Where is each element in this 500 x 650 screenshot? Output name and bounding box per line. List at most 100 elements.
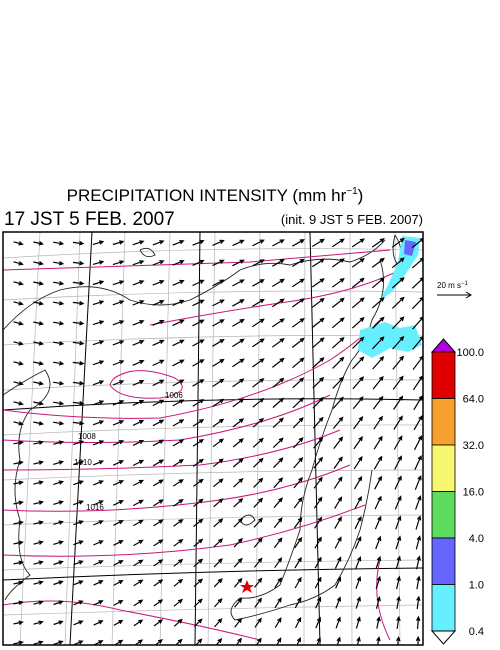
wind-arrow: [252, 457, 264, 468]
precipitation: [358, 236, 422, 358]
wind-legend-label: 20 m s−1: [437, 281, 469, 290]
wind-arrow: [192, 299, 205, 307]
wind-arrow: [113, 520, 124, 526]
wind-arrow: [232, 358, 245, 368]
wind-arrow: [112, 400, 125, 406]
wind-arrow: [73, 500, 84, 506]
wind-arrow: [72, 340, 85, 346]
wind-arrow: [391, 237, 405, 248]
wind-arrow: [72, 260, 85, 266]
wind-arrow: [333, 476, 343, 489]
wind-arrow: [172, 299, 185, 306]
wind-arrow: [132, 479, 145, 487]
wind-legend-arrowhead: [465, 291, 472, 299]
wind-arrow: [354, 535, 362, 550]
wind-arrow: [152, 379, 165, 387]
wind-arrow: [33, 620, 44, 625]
wind-arrow: [413, 434, 423, 451]
wind-arrow: [13, 361, 24, 366]
wind-arrow: [392, 316, 405, 330]
wind-arrow: [252, 397, 265, 408]
wind-arrow: [232, 279, 245, 287]
wind-arrow: [415, 535, 422, 550]
wind-arrow: [193, 578, 204, 588]
wind-arrow: [351, 238, 365, 248]
wind-arrow: [271, 318, 285, 328]
wind-arrow: [172, 319, 185, 327]
wind-arrow: [92, 300, 105, 306]
wind-arrow: [33, 361, 45, 366]
wind-arrow: [331, 277, 345, 288]
wind-arrow: [132, 240, 145, 246]
wind-arrow: [215, 638, 223, 645]
wind-arrow: [172, 399, 185, 407]
wind-arrow: [133, 559, 144, 567]
wind-arrow: [13, 421, 24, 426]
wind-arrow: [73, 640, 84, 645]
wind-arrow: [395, 515, 402, 530]
wind-arrow: [271, 337, 285, 348]
wind-arrow: [415, 635, 421, 645]
wind-arrow: [292, 357, 305, 369]
wind-arrow: [172, 339, 185, 347]
wind-arrow: [413, 395, 423, 411]
wind-arrow: [192, 399, 205, 407]
wind-arrow: [173, 618, 183, 627]
wind-arrow: [233, 557, 243, 568]
wind-arrow: [212, 239, 225, 246]
wind-arrow: [92, 280, 105, 286]
wind-arrow: [133, 539, 144, 547]
wind-arrow: [93, 540, 104, 546]
wind-arrow: [193, 518, 204, 527]
wind-arrow: [13, 540, 24, 545]
wind-arrow: [371, 316, 385, 329]
wind-arrow: [294, 596, 302, 609]
wind-arrow: [53, 480, 65, 485]
wind-arrow: [294, 536, 303, 549]
wind-arrow: [252, 279, 265, 287]
wind-arrow: [13, 261, 24, 266]
wind-arrow: [153, 539, 164, 547]
wind-arrow: [312, 396, 324, 409]
wind-arrow: [132, 360, 145, 366]
wind-arrow: [212, 398, 225, 407]
wind-arrow: [232, 378, 245, 388]
wind-arrow: [312, 416, 324, 429]
wind-arrow: [132, 320, 145, 326]
wind-arrow: [316, 636, 321, 645]
wind-arrow: [172, 260, 185, 266]
wind-arrow: [292, 377, 305, 389]
wind-arrow: [232, 259, 245, 267]
wind-arrow: [213, 518, 224, 528]
wind-arrow: [53, 520, 64, 525]
wind-arrow: [173, 558, 184, 567]
wind-arrow: [193, 498, 204, 507]
wind-arrow: [112, 320, 125, 326]
wind-arrow: [112, 240, 125, 246]
wind-arrow: [272, 357, 285, 368]
wind-arrow: [254, 577, 263, 588]
wind-arrow: [13, 560, 24, 565]
wind-arrow: [93, 560, 104, 566]
wind-arrow: [232, 318, 245, 327]
isobar-label: 1016: [86, 503, 104, 512]
wind-arrow: [314, 576, 322, 589]
wind-arrow: [311, 278, 325, 288]
wind-arrow: [291, 317, 305, 328]
wind-arrow: [414, 475, 422, 490]
wind-arrow: [153, 579, 164, 587]
wind-arrow: [232, 299, 245, 307]
wind-arrow: [351, 316, 365, 329]
wind-arrow: [393, 415, 403, 430]
wind-arrow: [335, 576, 342, 589]
wind-arrow: [313, 456, 324, 469]
wind-arrow: [312, 337, 325, 349]
wind-arrow: [192, 239, 205, 246]
wind-arrow: [53, 421, 65, 426]
wind-arrow: [415, 495, 422, 510]
wind-arrow: [292, 397, 305, 409]
wind-legend-text: 20 m s: [437, 281, 461, 290]
wind-arrow: [152, 459, 165, 467]
wind-arrow: [256, 637, 262, 645]
wind-arrow: [172, 379, 185, 387]
